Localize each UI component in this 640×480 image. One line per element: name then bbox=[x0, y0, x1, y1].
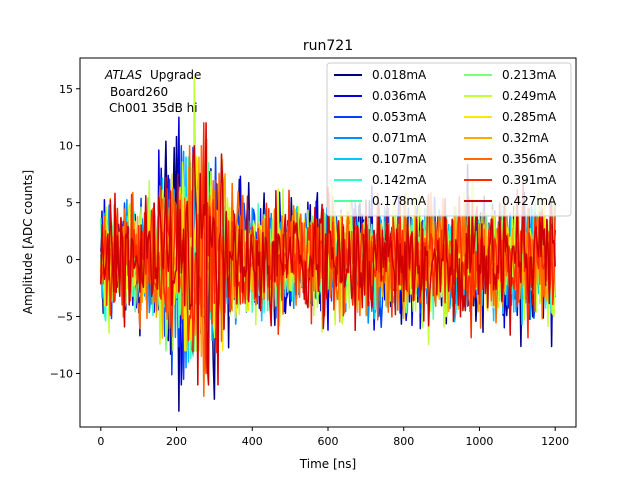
channel-label: Ch001 35dB hi bbox=[109, 101, 198, 115]
legend-label: 0.036mA bbox=[372, 89, 427, 103]
x-tick-label: 1200 bbox=[541, 435, 569, 448]
x-axis-label: Time [ns] bbox=[299, 457, 356, 471]
legend-box bbox=[326, 62, 572, 217]
legend-label: 0.071mA bbox=[372, 131, 427, 145]
legend-label: 0.178mA bbox=[372, 194, 427, 208]
legend-label: 0.107mA bbox=[372, 152, 427, 166]
x-tick-label: 0 bbox=[97, 435, 104, 448]
y-tick-label: 15 bbox=[59, 83, 73, 96]
annotation-block: ATLAS Upgrade Board260 Ch001 35dB hi bbox=[104, 68, 201, 115]
legend-label: 0.427mA bbox=[502, 194, 557, 208]
x-tick-label: 600 bbox=[318, 435, 339, 448]
y-tick-label: 10 bbox=[59, 140, 73, 153]
y-axis-label: Amplitude [ADC counts] bbox=[21, 170, 35, 314]
x-tick-label: 200 bbox=[166, 435, 187, 448]
legend: 0.018mA 0.036mA 0.053mA 0.071mA 0.107mA 0.142… bbox=[326, 62, 572, 217]
y-tick-label: 0 bbox=[66, 254, 73, 267]
x-axis-ticks: 0 200 400 600 800 1000 1200 bbox=[97, 427, 569, 448]
upgrade-label: Upgrade bbox=[150, 68, 201, 82]
svg-text:ATLAS Upgrade: ATLAS Upgrade bbox=[104, 68, 201, 82]
legend-label: 0.356mA bbox=[502, 152, 557, 166]
y-tick-label: 5 bbox=[66, 197, 73, 210]
y-tick-label: −5 bbox=[57, 311, 73, 324]
x-tick-label: 400 bbox=[242, 435, 263, 448]
legend-label: 0.285mA bbox=[502, 110, 557, 124]
legend-label: 0.391mA bbox=[502, 173, 557, 187]
y-axis-ticks: −10 −5 0 5 10 15 bbox=[50, 83, 80, 380]
legend-label: 0.32mA bbox=[502, 131, 549, 145]
y-tick-label: −10 bbox=[50, 367, 73, 380]
x-tick-label: 1000 bbox=[465, 435, 493, 448]
chart-title: run721 bbox=[303, 38, 353, 54]
legend-label: 0.213mA bbox=[502, 68, 557, 82]
legend-label: 0.018mA bbox=[372, 68, 427, 82]
legend-label: 0.142mA bbox=[372, 173, 427, 187]
legend-label: 0.249mA bbox=[502, 89, 557, 103]
atlas-label: ATLAS bbox=[104, 68, 143, 82]
board-label: Board260 bbox=[110, 85, 168, 99]
legend-label: 0.053mA bbox=[372, 110, 427, 124]
x-tick-label: 800 bbox=[393, 435, 414, 448]
legend-items: 0.018mA 0.036mA 0.053mA 0.071mA 0.107mA 0.142… bbox=[334, 68, 557, 208]
